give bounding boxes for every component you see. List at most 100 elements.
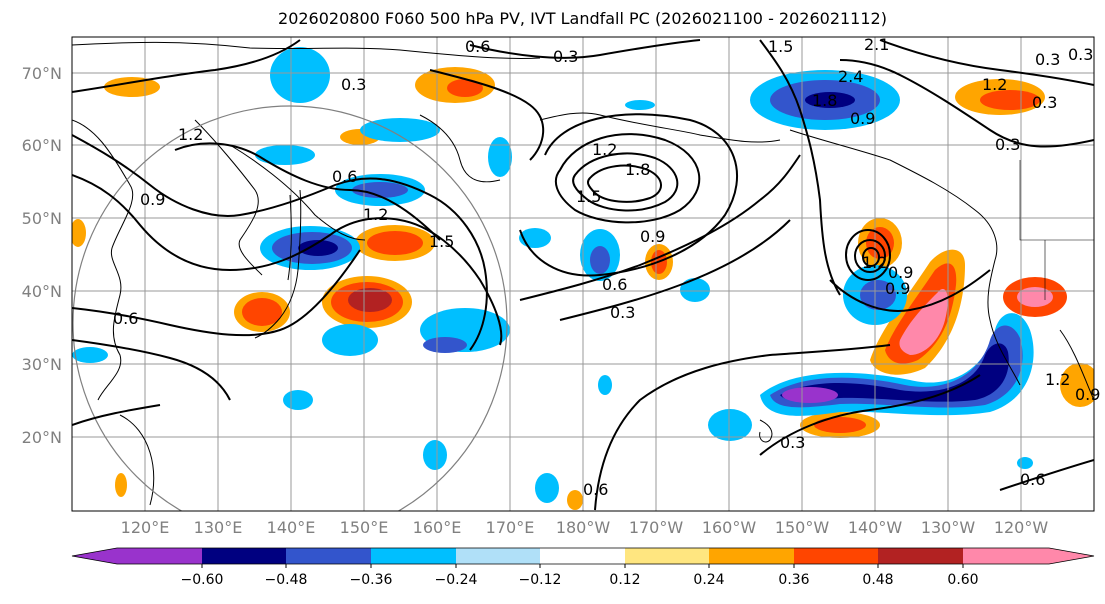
lon-label: 170°E: [486, 518, 535, 537]
colorbar-extend-high: [1049, 548, 1094, 564]
shade-n2-neg: [625, 100, 655, 110]
colorbar-tick-label: 0.48: [862, 572, 893, 588]
contour-label: 1.2: [178, 125, 203, 144]
contour-label: 0.3: [553, 47, 578, 66]
contour-main-12: [174, 142, 441, 241]
contour-low-18: [586, 164, 662, 203]
contour-label: 2.4: [838, 67, 863, 86]
contour-label: 0.9: [640, 227, 665, 246]
shade-equatorial-pos: [567, 490, 583, 510]
lon-label: 160°E: [413, 518, 462, 537]
shade-arctic-neg: [270, 47, 330, 103]
pv-contours: [72, 39, 1094, 511]
colorbar-bin: [709, 548, 794, 564]
colorbar-bin: [456, 548, 540, 564]
shade-145e-neg-core: [298, 240, 338, 256]
lon-label: 130°W: [921, 518, 976, 537]
lon-label: 140°W: [848, 518, 903, 537]
coast-alaska: [539, 112, 781, 143]
lon-label: 120°E: [121, 518, 170, 537]
contour-cutoff-06: [845, 229, 891, 281]
contour-mid-03: [559, 219, 791, 321]
shade-150e-pos-core: [348, 288, 392, 312]
contour-sub-06: [829, 269, 991, 312]
lon-label: 150°E: [340, 518, 389, 537]
coast-china-south: [119, 414, 155, 506]
shade-nw-pos: [104, 77, 160, 97]
lat-label: 70°N: [22, 64, 62, 83]
landfall-region-circle: [72, 105, 508, 511]
contour-label: 1.2: [982, 75, 1007, 94]
contour-label: 0.3: [610, 303, 635, 322]
colorbar-tick-label: 0.36: [778, 572, 809, 588]
coast-arctic: [72, 41, 541, 59]
contour-label: 1.5: [768, 37, 793, 56]
lat-label: 60°N: [22, 136, 62, 155]
contour-north-03: [469, 39, 701, 59]
contour-cutoff-12: [862, 247, 880, 267]
contour-sw-09: [72, 404, 161, 426]
colorbar-bin: [878, 548, 963, 564]
contour-ak-15: [759, 39, 841, 296]
coast-okhotsk: [229, 144, 366, 241]
coast-mexico: [1059, 329, 1094, 401]
shade-175w-neg-core: [590, 246, 610, 274]
contour-label: 0.6: [332, 167, 357, 186]
contour-main-06: [72, 134, 488, 351]
contour-label: 0.9: [850, 109, 875, 128]
shade-bering-neg-core: [352, 182, 408, 198]
contour-label: 1.2: [363, 205, 388, 224]
colorbar-bin: [625, 548, 709, 564]
colorbar-bin: [794, 548, 878, 564]
contour-ak-09: [839, 59, 1094, 148]
lon-label: 120°W: [994, 518, 1049, 537]
shade-kamchatka-neg: [255, 145, 315, 165]
lat-label: 40°N: [22, 282, 62, 301]
colorbar-bin: [371, 548, 456, 564]
contour-label: 1.8: [625, 160, 650, 179]
contour-label: 1.2: [592, 140, 617, 159]
coast-hawaii: [759, 419, 773, 443]
colorbar-outline: [71, 547, 1095, 565]
lat-label: 30°N: [22, 355, 62, 374]
shade-se-neg: [1017, 457, 1033, 469]
contour-trop-03: [759, 374, 981, 456]
colorbar-extend-low: [72, 548, 117, 564]
colorbar-tick-label: 0.24: [693, 572, 724, 588]
coast-asia-mainland: [72, 119, 134, 401]
lon-label: 180°W: [556, 518, 611, 537]
contour-cutoff-09: [854, 239, 886, 273]
shade-edge-pos: [1060, 363, 1094, 407]
contour-label: 1.2: [862, 253, 887, 272]
colorbar-bin: [202, 548, 286, 564]
contour-north-06: [429, 69, 545, 161]
contour-ak-12: [879, 39, 1094, 86]
contour-label: 0.6: [583, 480, 608, 499]
shade-north-neg: [488, 137, 512, 177]
colorbar-tick-label: −0.24: [435, 572, 478, 588]
contour-label: 0.3: [780, 433, 805, 452]
colorbar-bin: [117, 548, 202, 564]
colorbar-tick-label: −0.12: [519, 572, 562, 588]
contour-low-12: [554, 133, 701, 224]
contour-label: 1.5: [576, 187, 601, 206]
shade-south-pos-core: [814, 417, 866, 433]
colorbar-tick-label: −0.60: [181, 572, 224, 588]
lon-label: 140°E: [267, 518, 316, 537]
shade-southern-neg: [535, 473, 559, 503]
colorbar-tick-label: −0.36: [350, 572, 393, 588]
shade-150e-neg: [322, 324, 378, 356]
map-frame: [71, 36, 1095, 512]
contour-label: 0.6: [602, 275, 627, 294]
shade-sw-neg: [423, 440, 447, 470]
shade-140w-neg-core: [860, 280, 896, 310]
shade-ar-pos-core: [899, 289, 948, 355]
contour-low-15: [572, 152, 679, 212]
ivt-shading: [72, 47, 1094, 510]
shade-sw-pos: [115, 473, 127, 497]
colorbar-bin: [286, 548, 371, 564]
border-canada-us: [1019, 160, 1094, 241]
coast-na-west: [789, 129, 1021, 386]
coastlines: [72, 41, 1094, 506]
contour-label: 0.6: [113, 309, 138, 328]
